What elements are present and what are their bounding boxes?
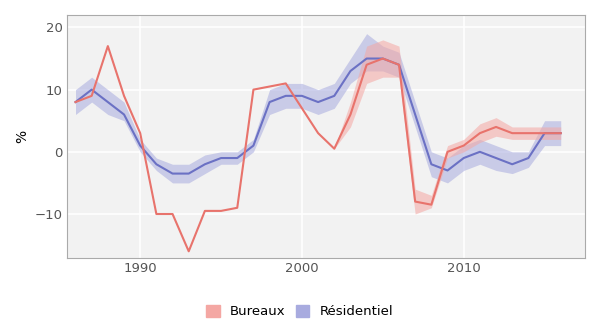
Y-axis label: %: %: [15, 130, 29, 143]
Legend: Bureaux, Résidentiel: Bureaux, Résidentiel: [201, 299, 399, 323]
